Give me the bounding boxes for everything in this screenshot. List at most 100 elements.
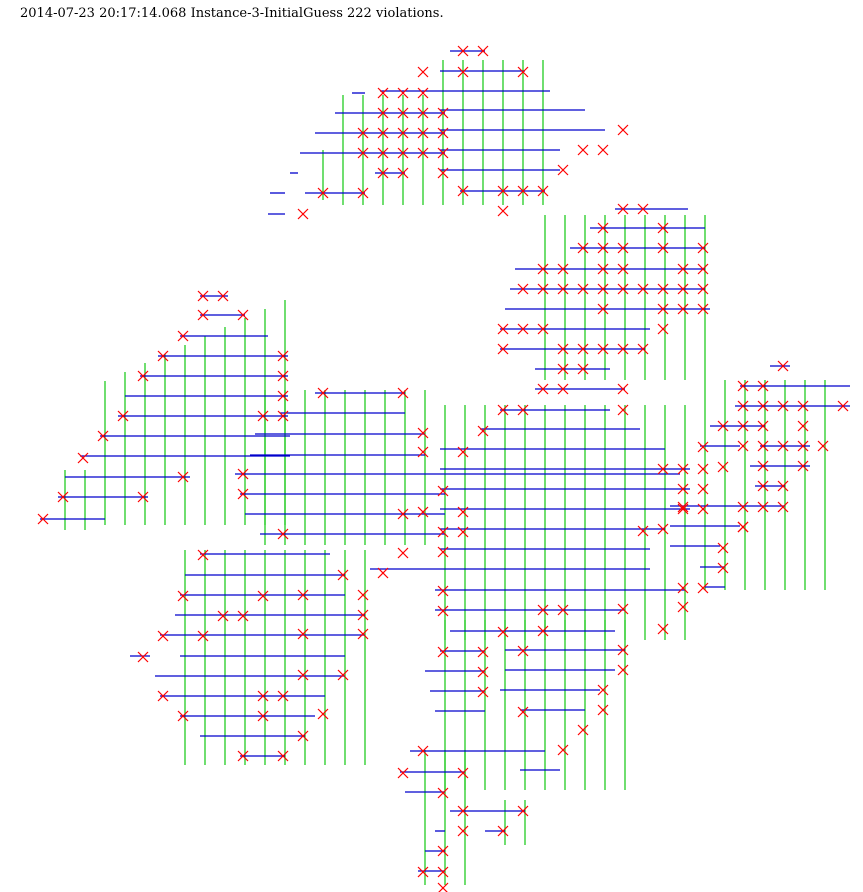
x-mark-icon bbox=[277, 528, 289, 540]
x-mark-icon bbox=[677, 501, 689, 513]
x-mark-icon bbox=[437, 866, 449, 878]
x-mark-icon bbox=[457, 825, 469, 837]
x-mark-icon bbox=[777, 440, 789, 452]
x-mark-icon bbox=[177, 471, 189, 483]
x-mark-icon bbox=[137, 370, 149, 382]
x-mark-icon bbox=[737, 400, 749, 412]
x-mark-icon bbox=[457, 185, 469, 197]
x-mark-icon bbox=[357, 628, 369, 640]
x-mark-icon bbox=[237, 750, 249, 762]
x-mark-icon bbox=[397, 127, 409, 139]
x-mark-icon bbox=[217, 610, 229, 622]
x-mark-icon bbox=[477, 686, 489, 698]
x-mark-icon bbox=[417, 107, 429, 119]
x-mark-icon bbox=[617, 124, 629, 136]
x-mark-icon bbox=[437, 147, 449, 159]
x-mark-icon bbox=[697, 483, 709, 495]
x-mark-icon bbox=[557, 604, 569, 616]
x-mark-icon bbox=[537, 283, 549, 295]
x-mark-icon bbox=[437, 526, 449, 538]
x-mark-icon bbox=[297, 730, 309, 742]
x-mark-icon bbox=[597, 263, 609, 275]
x-mark-icon bbox=[657, 242, 669, 254]
x-mark-icon bbox=[737, 440, 749, 452]
x-mark-icon bbox=[717, 461, 729, 473]
x-mark-icon bbox=[697, 303, 709, 315]
x-mark-icon bbox=[237, 468, 249, 480]
x-mark-icon bbox=[437, 107, 449, 119]
x-mark-icon bbox=[737, 380, 749, 392]
x-mark-icon bbox=[437, 845, 449, 857]
x-mark-icon bbox=[377, 167, 389, 179]
x-mark-icon bbox=[277, 410, 289, 422]
x-mark-icon bbox=[277, 690, 289, 702]
x-mark-icon bbox=[397, 508, 409, 520]
x-mark-icon bbox=[557, 343, 569, 355]
x-mark-icon bbox=[697, 503, 709, 515]
x-mark-icon bbox=[597, 283, 609, 295]
x-mark-icon bbox=[677, 601, 689, 613]
x-mark-icon bbox=[417, 446, 429, 458]
x-mark-icon bbox=[657, 523, 669, 535]
x-mark-icon bbox=[437, 127, 449, 139]
x-mark-icon bbox=[497, 323, 509, 335]
x-mark-icon bbox=[757, 501, 769, 513]
x-mark-icon bbox=[537, 323, 549, 335]
x-mark-icon bbox=[617, 203, 629, 215]
x-mark-icon bbox=[437, 787, 449, 799]
x-mark-icon bbox=[357, 147, 369, 159]
x-mark-icon bbox=[557, 383, 569, 395]
x-mark-icon bbox=[157, 630, 169, 642]
x-mark-icon bbox=[277, 350, 289, 362]
x-mark-icon bbox=[637, 525, 649, 537]
x-mark-icon bbox=[657, 222, 669, 234]
instance-name: Instance-3-InitialGuess bbox=[190, 6, 343, 21]
x-mark-icon bbox=[297, 669, 309, 681]
x-mark-icon bbox=[817, 440, 829, 452]
x-mark-icon bbox=[257, 590, 269, 602]
x-mark-icon bbox=[257, 410, 269, 422]
x-mark-icon bbox=[757, 440, 769, 452]
x-mark-icon bbox=[637, 203, 649, 215]
x-mark-icon bbox=[397, 107, 409, 119]
x-mark-icon bbox=[777, 400, 789, 412]
x-mark-icon bbox=[777, 480, 789, 492]
x-mark-icon bbox=[177, 590, 189, 602]
x-mark-icon bbox=[417, 745, 429, 757]
x-mark-icon bbox=[417, 506, 429, 518]
x-mark-icon bbox=[677, 483, 689, 495]
x-mark-icon bbox=[657, 463, 669, 475]
x-mark-icon bbox=[297, 208, 309, 220]
x-mark-icon bbox=[457, 767, 469, 779]
x-mark-icon bbox=[397, 87, 409, 99]
x-mark-icon bbox=[717, 542, 729, 554]
x-mark-icon bbox=[177, 710, 189, 722]
x-mark-icon bbox=[597, 222, 609, 234]
x-mark-icon bbox=[657, 283, 669, 295]
x-mark-icon bbox=[637, 343, 649, 355]
x-mark-icon bbox=[597, 684, 609, 696]
x-mark-icon bbox=[57, 491, 69, 503]
x-mark-icon bbox=[697, 263, 709, 275]
x-mark-icon bbox=[377, 127, 389, 139]
violations-word: violations. bbox=[375, 6, 444, 21]
x-mark-icon bbox=[417, 66, 429, 78]
x-mark-icon bbox=[677, 303, 689, 315]
x-mark-icon bbox=[777, 360, 789, 372]
x-mark-icon bbox=[497, 626, 509, 638]
x-mark-icon bbox=[517, 645, 529, 657]
x-mark-icon bbox=[437, 882, 449, 892]
x-mark-icon bbox=[337, 669, 349, 681]
x-mark-icon bbox=[277, 370, 289, 382]
x-mark-icon bbox=[477, 666, 489, 678]
x-mark-icon bbox=[177, 330, 189, 342]
x-mark-icon bbox=[697, 582, 709, 594]
x-mark-icon bbox=[797, 460, 809, 472]
x-mark-icon bbox=[597, 343, 609, 355]
x-mark-icon bbox=[497, 825, 509, 837]
x-mark-icon bbox=[537, 263, 549, 275]
violation-count: 222 bbox=[347, 6, 372, 21]
x-mark-icon bbox=[377, 567, 389, 579]
x-mark-icon bbox=[577, 363, 589, 375]
